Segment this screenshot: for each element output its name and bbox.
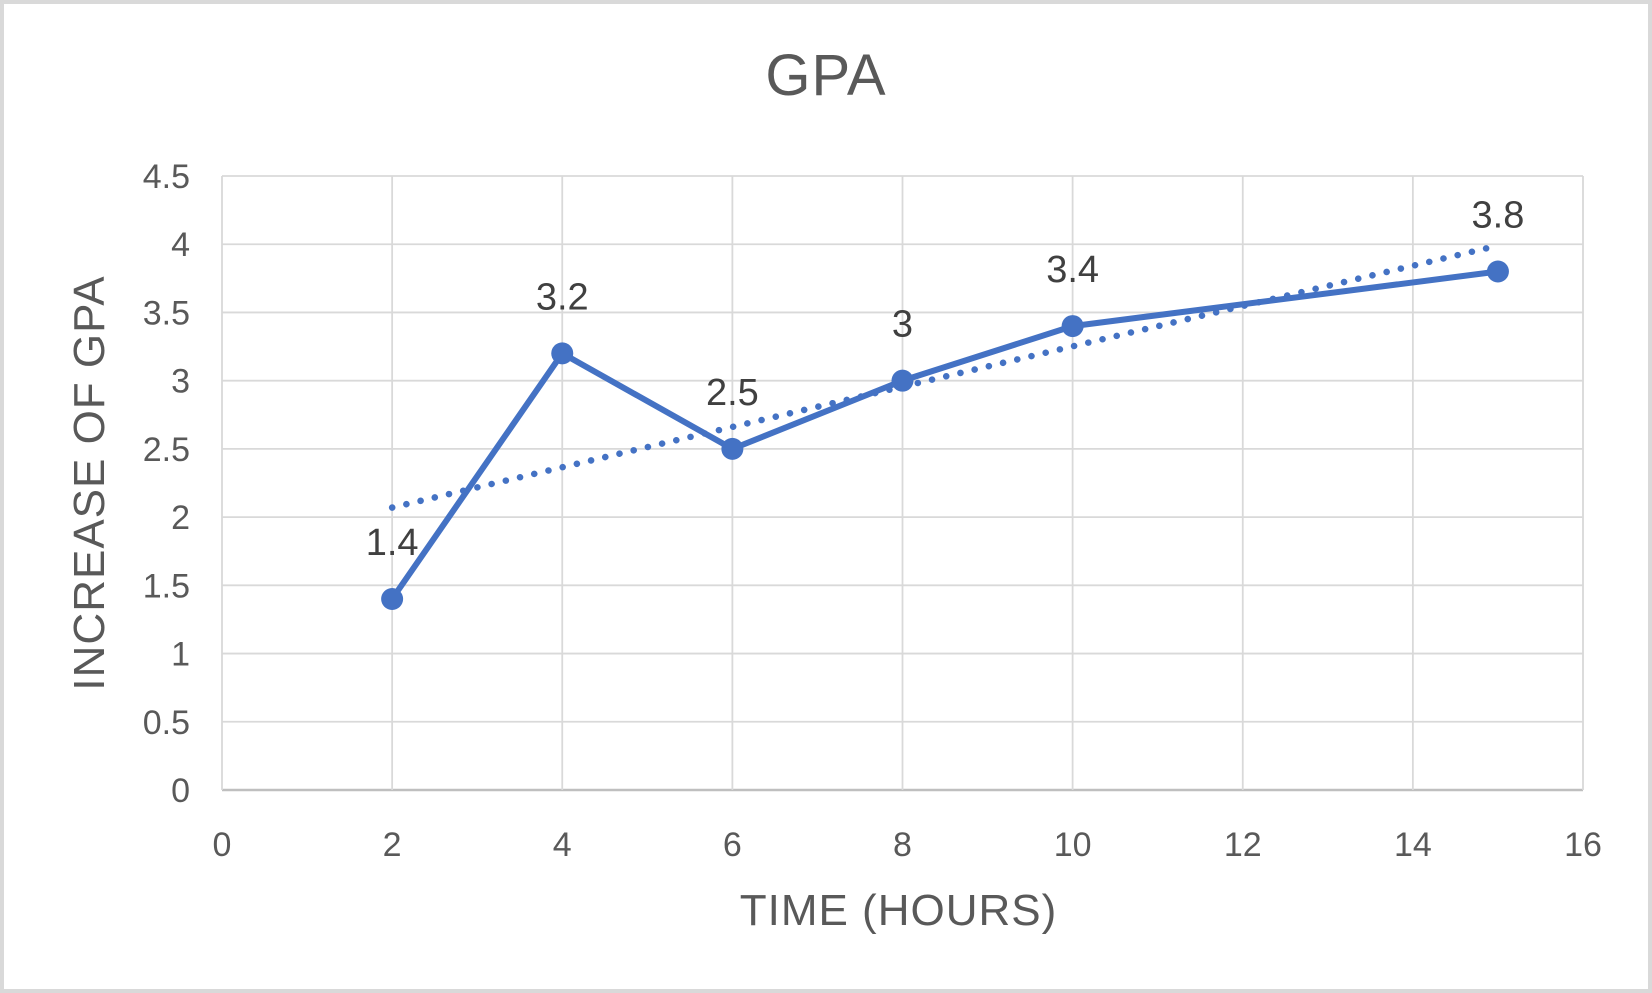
x-tick-label: 0	[213, 826, 232, 864]
x-tick-label: 4	[553, 826, 572, 864]
data-label: 3.4	[1046, 249, 1099, 291]
data-label: 3.8	[1472, 195, 1525, 237]
y-tick-label: 0	[171, 772, 190, 810]
y-tick-label: 1	[171, 636, 190, 674]
y-tick-label: 3	[171, 363, 190, 401]
data-point	[721, 437, 744, 460]
x-tick-label: 6	[723, 826, 742, 864]
x-tick-label: 8	[893, 826, 912, 864]
data-label: 2.5	[706, 372, 759, 414]
y-tick-label: 3.5	[143, 294, 190, 332]
data-point	[891, 369, 914, 392]
y-tick-label: 0.5	[143, 704, 190, 742]
y-tick-label: 2.5	[143, 431, 190, 469]
series-line	[389, 268, 1501, 602]
x-tick-label: 16	[1564, 826, 1602, 864]
data-label: 3.2	[536, 276, 589, 318]
x-tick-label: 10	[1054, 826, 1092, 864]
y-tick-label: 1.5	[143, 567, 190, 605]
data-point	[381, 587, 404, 610]
x-tick-label: 14	[1394, 826, 1432, 864]
y-tick-label: 4.5	[143, 158, 190, 196]
data-point	[1486, 260, 1509, 283]
y-tick-label: 2	[171, 499, 190, 537]
x-tick-label: 12	[1224, 826, 1262, 864]
data-label: 1.4	[366, 522, 419, 564]
data-label: 3	[892, 304, 913, 346]
data-point	[551, 342, 574, 365]
chart-title: GPA	[765, 43, 887, 108]
data-point	[1061, 315, 1084, 338]
x-axis-title: TIME (HOURS)	[739, 886, 1058, 935]
plot-area: 0 0.5 1 1.5 2 2.5 3 3.5 4 4.5 0 2 4 6 8 10 12 14 16 1.4 3.2 2…	[143, 158, 1602, 864]
trendline	[388, 242, 1502, 511]
y-tick-label: 4	[171, 226, 190, 264]
x-tick-label: 2	[383, 826, 402, 864]
